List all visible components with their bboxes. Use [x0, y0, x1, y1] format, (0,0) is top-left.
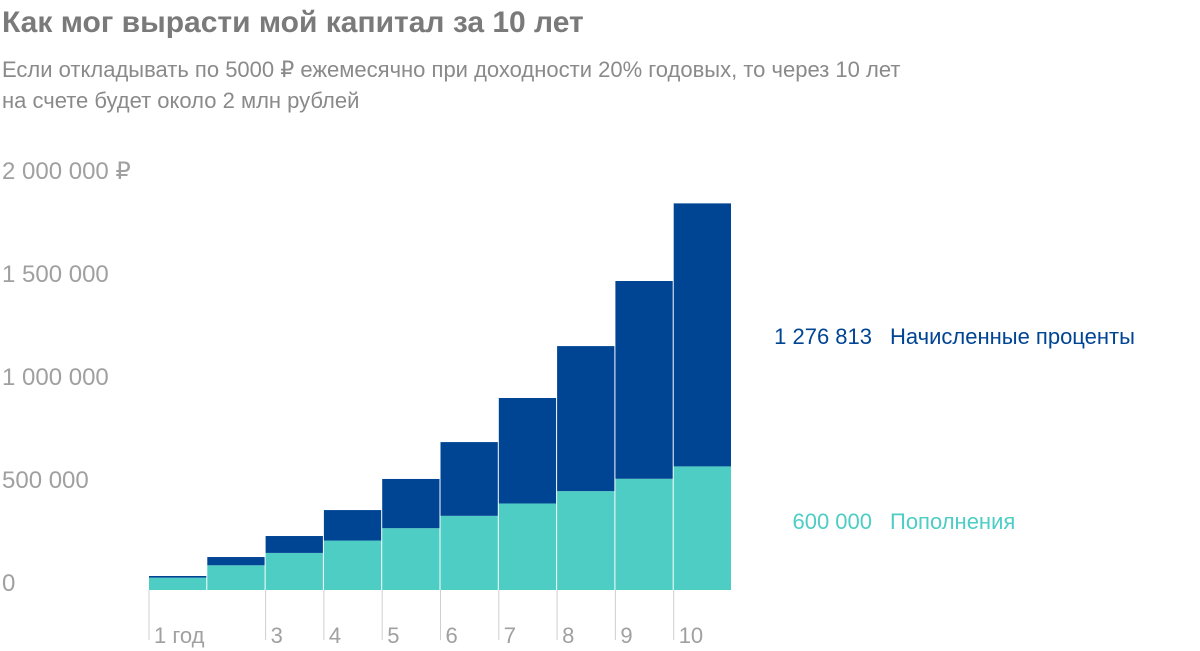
- bar-segment: [440, 515, 498, 590]
- bar-segment: [382, 478, 440, 529]
- chart-subtitle: на счете будет около 2 млн рублей: [2, 88, 359, 113]
- bar-segment: [498, 503, 557, 590]
- x-tick-label: 3: [271, 623, 283, 648]
- bar-segment: [265, 536, 323, 553]
- bar-segment: [557, 491, 615, 590]
- bar-segment: [615, 478, 673, 590]
- y-tick-label: 1 500 000: [2, 261, 109, 288]
- bar-segment: [382, 528, 440, 590]
- bar-segment: [440, 442, 498, 516]
- x-tick-label: 5: [387, 623, 399, 648]
- bar-segment: [207, 565, 265, 590]
- bar-segment: [557, 346, 615, 492]
- value-label: 600 000: [792, 509, 872, 534]
- x-tick-label: 9: [620, 623, 632, 648]
- bar-segment: [323, 540, 382, 590]
- y-tick-label: 2 000 000 ₽: [2, 158, 131, 185]
- chart-title: Как мог вырасти мой капитал за 10 лет: [2, 6, 584, 39]
- y-tick-label: 0: [2, 570, 15, 597]
- x-tick-label: 7: [504, 623, 516, 648]
- bar-segment: [265, 552, 323, 590]
- bar-segment: [673, 203, 731, 467]
- chart-subtitle: Если откладывать по 5000 ₽ ежемесячно пр…: [2, 57, 900, 82]
- bar-segment: [498, 398, 557, 504]
- x-tick-label: 4: [329, 623, 341, 648]
- bar-segment: [673, 466, 731, 590]
- x-tick-label: 8: [562, 623, 574, 648]
- legend-label: Пополнения: [890, 509, 1015, 534]
- bar-segment: [149, 577, 207, 590]
- value-label: 1 276 813: [774, 324, 872, 349]
- y-tick-label: 500 000: [2, 467, 89, 494]
- x-tick-label: 6: [446, 623, 458, 648]
- y-tick-label: 1 000 000: [2, 364, 109, 391]
- bar-segment: [207, 557, 265, 566]
- x-tick-label: 1 год: [154, 623, 205, 648]
- x-tick-label: 10: [679, 623, 703, 648]
- bar-segment: [615, 281, 673, 479]
- bar-segment: [149, 575, 207, 578]
- legend-label: Начисленные проценты: [890, 324, 1135, 349]
- bar-segment: [323, 510, 382, 541]
